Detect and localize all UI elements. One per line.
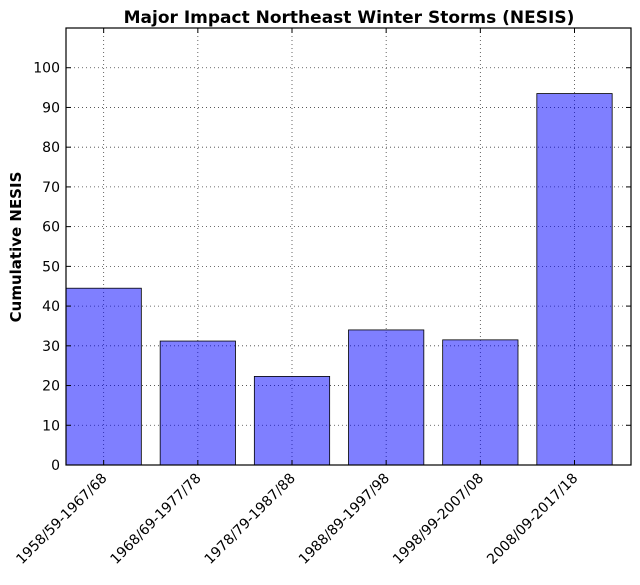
y-tick-label: 20 xyxy=(42,379,60,395)
x-tick-label: 1998/99-2007/08 xyxy=(390,471,487,568)
y-axis-label: Cumulative NESIS xyxy=(7,172,25,323)
y-tick-label: 100 xyxy=(33,61,60,77)
y-tick-label: 80 xyxy=(42,140,60,156)
bar-2 xyxy=(159,340,236,466)
bar-5 xyxy=(442,339,519,466)
y-tick-label: 0 xyxy=(51,458,60,474)
x-tick-label: 1978/79-1987/88 xyxy=(202,471,299,568)
y-tick-label: 30 xyxy=(42,339,60,355)
bar-4 xyxy=(348,329,425,466)
y-tick-label: 50 xyxy=(42,259,60,275)
bar-6 xyxy=(536,93,613,466)
y-tick-label: 10 xyxy=(42,418,60,434)
x-tick-label: 1958/59-1967/68 xyxy=(13,471,110,568)
x-tick-label: 1988/89-1997/98 xyxy=(296,471,393,568)
bars xyxy=(65,93,613,466)
x-tick-label: 1968/69-1977/78 xyxy=(108,471,205,568)
bar-3 xyxy=(253,376,331,466)
bar-1 xyxy=(65,287,142,466)
plot-frame xyxy=(65,27,632,466)
y-tick-label: 70 xyxy=(42,180,60,196)
y-tick-label: 60 xyxy=(42,220,60,236)
y-tick-label: 40 xyxy=(42,299,60,315)
x-tick-label: 2008/09-2017/18 xyxy=(484,471,581,568)
chart-title: Major Impact Northeast Winter Storms (NE… xyxy=(124,8,575,28)
y-tick-label: 90 xyxy=(42,100,60,116)
